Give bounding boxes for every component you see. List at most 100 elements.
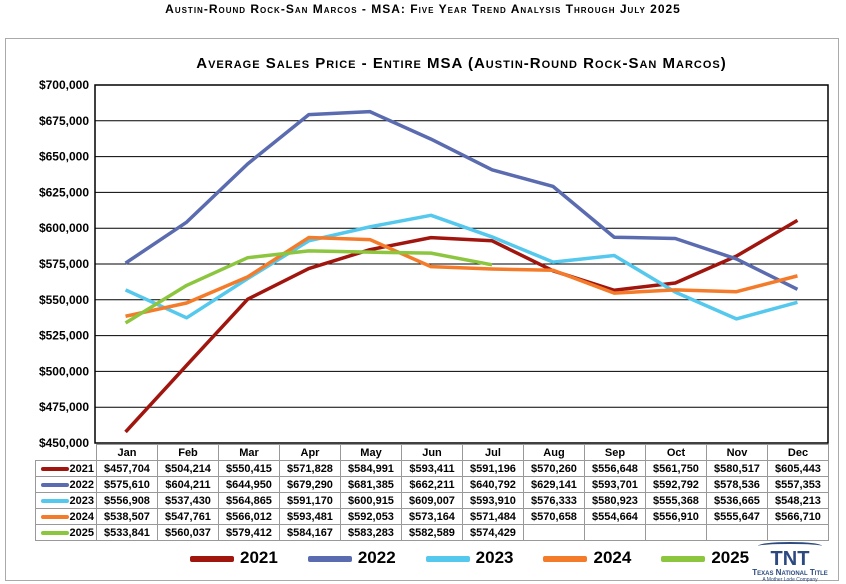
y-tick-label: $525,000 xyxy=(39,329,89,343)
legend-label: 2025 xyxy=(711,548,750,567)
month-header: Jun xyxy=(401,444,463,461)
table-cell-empty xyxy=(645,524,707,541)
table-cell: $681,385 xyxy=(340,476,402,493)
table-cell: $550,415 xyxy=(218,460,280,477)
data-table: Jan Feb Mar Apr May Jun Jul Aug Sep Oct Nov Dec 2021… xyxy=(35,444,829,541)
series-name: 2023 xyxy=(69,494,94,507)
month-header: Jan xyxy=(96,444,158,461)
table-cell: $575,610 xyxy=(96,476,158,493)
table-corner xyxy=(36,445,97,461)
table-cell: $679,290 xyxy=(279,476,341,493)
chart-frame xyxy=(5,38,839,581)
table-cell: $593,481 xyxy=(279,508,341,525)
table-cell: $504,214 xyxy=(157,460,219,477)
series-line-2022 xyxy=(124,109,799,291)
month-header: Dec xyxy=(767,444,829,461)
table-cell: $604,211 xyxy=(157,476,219,493)
table-cell: $629,141 xyxy=(523,476,585,493)
month-header: May xyxy=(340,444,402,461)
table-cell: $566,012 xyxy=(218,508,280,525)
month-header: Nov xyxy=(706,444,768,461)
table-cell: $593,910 xyxy=(462,492,524,509)
table-cell: $556,648 xyxy=(584,460,646,477)
month-header: Sep xyxy=(584,444,646,461)
table-cell: $592,792 xyxy=(645,476,707,493)
table-cell: $591,196 xyxy=(462,460,524,477)
table-cell: $554,664 xyxy=(584,508,646,525)
series-swatch-icon xyxy=(40,514,69,519)
legend-swatch-icon xyxy=(425,555,470,562)
page-title: Austin-Round Rock-San Marcos - MSA: Five… xyxy=(165,2,681,16)
table-cell: $576,333 xyxy=(523,492,585,509)
table-cell: $609,007 xyxy=(401,492,463,509)
series-label: 2023 xyxy=(35,492,97,509)
table-cell: $591,170 xyxy=(279,492,341,509)
series-swatch-icon xyxy=(40,530,69,535)
series-swatch-icon xyxy=(40,482,69,487)
table-cell: $566,710 xyxy=(767,508,829,525)
table-cell: $578,536 xyxy=(706,476,768,493)
table-cell: $640,792 xyxy=(462,476,524,493)
legend-swatch-icon xyxy=(307,555,352,562)
table-cell: $584,167 xyxy=(279,524,341,541)
month-header: Oct xyxy=(645,444,707,461)
series-name: 2024 xyxy=(69,510,94,523)
y-tick-label: $450,000 xyxy=(39,436,89,450)
series-label: 2024 xyxy=(35,508,97,525)
series-swatch-icon xyxy=(40,498,69,503)
series-swatch-icon xyxy=(40,466,69,471)
table-cell: $547,761 xyxy=(157,508,219,525)
table-row: 2025 $533,841 $560,037 $579,412 $584,167 $583… xyxy=(35,524,829,541)
table-cell: $579,412 xyxy=(218,524,280,541)
table-cell-empty xyxy=(706,524,768,541)
table-cell-empty xyxy=(584,524,646,541)
table-cell: $570,658 xyxy=(523,508,585,525)
series-label: 2021 xyxy=(35,460,97,477)
table-cell: $538,507 xyxy=(96,508,158,525)
table-cell-empty xyxy=(767,524,829,541)
table-row: 2023 $556,908 $537,430 $564,865 $591,170 $600… xyxy=(35,492,829,509)
table-cell: $556,910 xyxy=(645,508,707,525)
y-tick-label: $650,000 xyxy=(39,150,89,164)
logo-company: Texas National Title xyxy=(752,568,828,577)
series-name: 2021 xyxy=(69,462,94,475)
table-cell: $592,053 xyxy=(340,508,402,525)
table-cell: $584,991 xyxy=(340,460,402,477)
table-cell: $571,484 xyxy=(462,508,524,525)
series-label: 2022 xyxy=(35,476,97,493)
table-cell: $662,211 xyxy=(401,476,463,493)
legend-label: 2024 xyxy=(593,548,632,567)
table-cell-empty xyxy=(523,524,585,541)
table-cell: $556,908 xyxy=(96,492,158,509)
table-cell: $560,037 xyxy=(157,524,219,541)
y-tick-label: $475,000 xyxy=(39,400,89,414)
table-cell: $557,353 xyxy=(767,476,829,493)
y-tick-label: $500,000 xyxy=(39,364,89,378)
table-cell: $571,828 xyxy=(279,460,341,477)
series-line-2021 xyxy=(124,218,799,434)
series-name: 2025 xyxy=(69,526,94,539)
month-header: Mar xyxy=(218,444,280,461)
table-cell: $570,260 xyxy=(523,460,585,477)
y-tick-label: $625,000 xyxy=(39,185,89,199)
logo-mark: TNT xyxy=(770,548,810,570)
tnt-logo: TNT Texas National Title A Mother Lode C… xyxy=(740,542,840,583)
table-row: 2022 $575,610 $604,211 $644,950 $679,290 $681… xyxy=(35,476,829,493)
table-cell: $555,368 xyxy=(645,492,707,509)
legend-swatch-icon xyxy=(661,555,706,562)
table-cell: $537,430 xyxy=(157,492,219,509)
logo-tagline: A Mother Lode Company xyxy=(762,577,818,583)
logo-arc-icon xyxy=(758,542,822,550)
chart-title: Average Sales Price - Entire MSA (Austin… xyxy=(196,55,727,72)
month-header: Jul xyxy=(462,444,524,461)
series-line-2024 xyxy=(125,235,798,318)
y-tick-label: $700,000 xyxy=(39,78,89,92)
table-cell: $564,865 xyxy=(218,492,280,509)
table-cell: $457,704 xyxy=(96,460,158,477)
table-row: 2021 $457,704 $504,214 $550,415 $571,828 $584… xyxy=(35,460,829,477)
table-cell: $593,411 xyxy=(401,460,463,477)
y-tick-label: $550,000 xyxy=(39,293,89,307)
series-name: 2022 xyxy=(69,478,94,491)
legend-item: 2025 xyxy=(661,548,749,568)
